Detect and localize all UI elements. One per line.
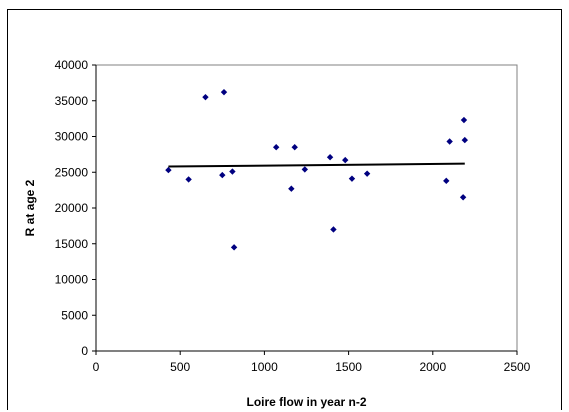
data-point bbox=[291, 144, 298, 151]
data-point bbox=[460, 116, 468, 124]
trendline bbox=[168, 162, 465, 168]
data-point bbox=[288, 185, 295, 192]
y-axis-label: R at age 2 bbox=[23, 179, 37, 236]
data-point bbox=[446, 138, 453, 145]
y-tick-label: 15000 bbox=[55, 237, 89, 251]
chart-frame: 0 5000 10000 15000 20000 25000 30000 35000 40000… bbox=[7, 9, 562, 410]
plot-border bbox=[95, 64, 518, 352]
y-tick-label: 10000 bbox=[55, 273, 89, 287]
y-tick-label: 5000 bbox=[61, 308, 88, 322]
data-point bbox=[165, 166, 172, 174]
data-point bbox=[459, 194, 467, 201]
data-point bbox=[219, 171, 226, 179]
data-points bbox=[165, 88, 468, 251]
data-point bbox=[330, 226, 337, 233]
data-point bbox=[461, 136, 468, 144]
data-point bbox=[220, 88, 228, 96]
data-point bbox=[230, 244, 238, 251]
data-point bbox=[229, 168, 236, 175]
y-tick-label: 30000 bbox=[55, 130, 89, 144]
data-point bbox=[348, 175, 356, 182]
data-point bbox=[342, 156, 349, 164]
y-tick-label: 35000 bbox=[55, 94, 89, 108]
x-tick-label: 1500 bbox=[335, 360, 362, 374]
data-point bbox=[301, 166, 309, 173]
data-point bbox=[326, 154, 334, 161]
data-point bbox=[185, 176, 192, 183]
y-tick-label: 20000 bbox=[55, 201, 89, 215]
x-tick-label: 0 bbox=[93, 360, 100, 374]
x-tick-label: 1000 bbox=[251, 360, 278, 374]
y-tick-label: 0 bbox=[81, 344, 88, 358]
data-point bbox=[443, 177, 450, 185]
x-tick-label: 2000 bbox=[419, 360, 446, 374]
y-tick-label: 25000 bbox=[55, 165, 89, 179]
scatter-chart: 0500010000150002000025000300003500040000… bbox=[23, 58, 531, 409]
y-axis-ticks: 0 5000 10000 15000 20000 25000 30000 35000 40000 bbox=[55, 58, 96, 358]
plot-area bbox=[95, 64, 518, 352]
x-tick-label: 2500 bbox=[504, 360, 531, 374]
data-point bbox=[363, 170, 371, 177]
data-point bbox=[202, 93, 209, 101]
y-tick-label: 40000 bbox=[55, 58, 89, 72]
trendline-group bbox=[168, 162, 465, 168]
data-point bbox=[272, 144, 280, 151]
x-axis-label: Loire flow in year n-2 bbox=[246, 395, 366, 409]
x-axis-ticks: 0 500 1000 1500 2000 2500 bbox=[93, 351, 531, 374]
x-tick-label: 500 bbox=[170, 360, 190, 374]
